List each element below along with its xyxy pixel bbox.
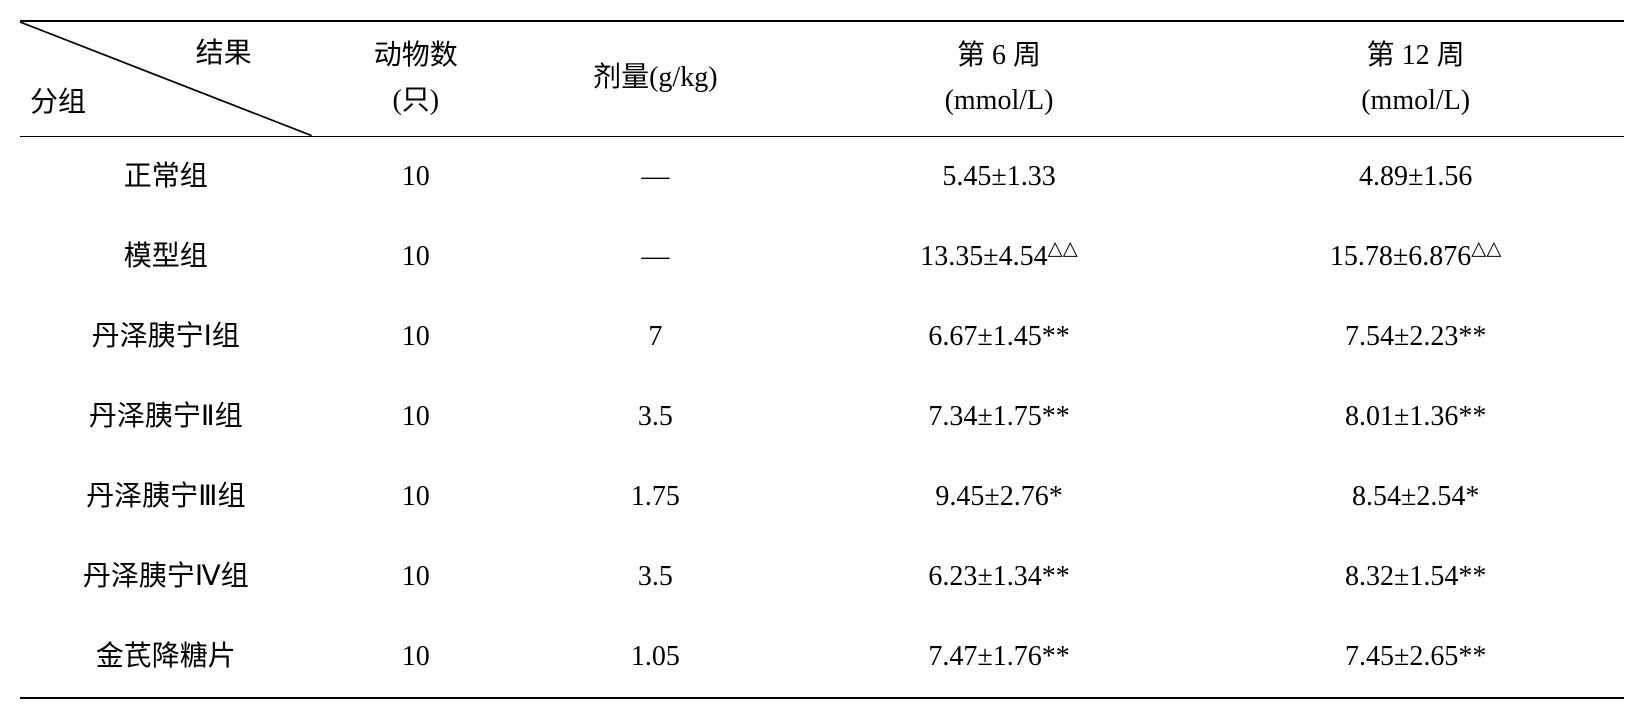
week6-superscript: △△ <box>1048 238 1078 259</box>
cell-week12: 8.32±1.54** <box>1207 537 1624 617</box>
cell-dose: 3.5 <box>520 537 791 617</box>
cell-animals: 10 <box>312 537 520 617</box>
cell-dose: — <box>520 136 791 217</box>
cell-week6: 9.45±2.76* <box>791 457 1208 537</box>
data-table: 结果 分组 动物数 (只) 剂量(g/kg) 第 6 周 (mmol/L) 第 … <box>20 20 1624 699</box>
week6-value: 9.45±2.76* <box>935 481 1062 512</box>
cell-animals: 10 <box>312 136 520 217</box>
cell-week12: 7.54±2.23** <box>1207 297 1624 377</box>
cell-week6: 13.35±4.54△△ <box>791 217 1208 297</box>
cell-group: 金芪降糖片 <box>20 617 312 698</box>
header-group-label: 分组 <box>30 81 86 126</box>
cell-group: 丹泽胰宁Ⅳ组 <box>20 537 312 617</box>
cell-group: 正常组 <box>20 136 312 217</box>
header-week6-line2: (mmol/L) <box>945 85 1054 116</box>
week6-value: 5.45±1.33 <box>942 161 1055 192</box>
week6-value: 13.35±4.54 <box>920 241 1047 272</box>
cell-group: 丹泽胰宁Ⅲ组 <box>20 457 312 537</box>
cell-dose: — <box>520 217 791 297</box>
cell-animals: 10 <box>312 617 520 698</box>
week12-value: 8.01±1.36** <box>1345 401 1486 432</box>
week12-value: 7.54±2.23** <box>1345 321 1486 352</box>
cell-animals: 10 <box>312 377 520 457</box>
header-week12: 第 12 周 (mmol/L) <box>1207 21 1624 136</box>
table-row: 模型组10—13.35±4.54△△15.78±6.876△△ <box>20 217 1624 297</box>
week12-value: 8.54±2.54* <box>1352 481 1479 512</box>
cell-week12: 4.89±1.56 <box>1207 136 1624 217</box>
week6-value: 7.47±1.76** <box>928 641 1069 672</box>
cell-week6: 7.47±1.76** <box>791 617 1208 698</box>
table-row: 正常组10— 5.45±1.33 4.89±1.56 <box>20 136 1624 217</box>
cell-group: 丹泽胰宁Ⅰ组 <box>20 297 312 377</box>
header-row: 结果 分组 动物数 (只) 剂量(g/kg) 第 6 周 (mmol/L) 第 … <box>20 21 1624 136</box>
cell-animals: 10 <box>312 457 520 537</box>
cell-week6: 7.34±1.75** <box>791 377 1208 457</box>
header-result-label: 结果 <box>196 32 252 77</box>
header-dose: 剂量(g/kg) <box>520 21 791 136</box>
cell-week6: 5.45±1.33 <box>791 136 1208 217</box>
cell-week12: 7.45±2.65** <box>1207 617 1624 698</box>
cell-dose: 3.5 <box>520 377 791 457</box>
cell-group: 丹泽胰宁Ⅱ组 <box>20 377 312 457</box>
week6-value: 6.67±1.45** <box>928 321 1069 352</box>
cell-week6: 6.23±1.34** <box>791 537 1208 617</box>
week6-value: 7.34±1.75** <box>928 401 1069 432</box>
cell-dose: 1.05 <box>520 617 791 698</box>
cell-dose: 1.75 <box>520 457 791 537</box>
header-week12-line2: (mmol/L) <box>1361 85 1470 116</box>
cell-animals: 10 <box>312 297 520 377</box>
header-week12-line1: 第 12 周 <box>1367 40 1465 71</box>
header-animals-line1: 动物数 <box>374 40 458 71</box>
cell-week12: 8.54±2.54* <box>1207 457 1624 537</box>
table-body: 正常组10—5.45±1.334.89±1.56模型组10—13.35±4.54… <box>20 136 1624 698</box>
week12-superscript: △△ <box>1471 238 1501 259</box>
header-week6: 第 6 周 (mmol/L) <box>791 21 1208 136</box>
week12-value: 15.78±6.876 <box>1330 241 1471 272</box>
cell-week12: 15.78±6.876△△ <box>1207 217 1624 297</box>
week12-value: 4.89±1.56 <box>1359 161 1472 192</box>
table-row: 丹泽胰宁Ⅳ组103.5 6.23±1.34** 8.32±1.54** <box>20 537 1624 617</box>
table-container: 结果 分组 动物数 (只) 剂量(g/kg) 第 6 周 (mmol/L) 第 … <box>20 20 1624 699</box>
cell-animals: 10 <box>312 217 520 297</box>
cell-dose: 7 <box>520 297 791 377</box>
cell-group: 模型组 <box>20 217 312 297</box>
table-row: 丹泽胰宁Ⅲ组101.75 9.45±2.76* 8.54±2.54* <box>20 457 1624 537</box>
header-animals-line2: (只) <box>392 85 439 116</box>
week6-value: 6.23±1.34** <box>928 561 1069 592</box>
table-row: 丹泽胰宁Ⅰ组107 6.67±1.45** 7.54±2.23** <box>20 297 1624 377</box>
diagonal-header-cell: 结果 分组 <box>20 21 312 136</box>
week12-value: 7.45±2.65** <box>1345 641 1486 672</box>
header-animals: 动物数 (只) <box>312 21 520 136</box>
table-row: 金芪降糖片101.05 7.47±1.76** 7.45±2.65** <box>20 617 1624 698</box>
cell-week6: 6.67±1.45** <box>791 297 1208 377</box>
cell-week12: 8.01±1.36** <box>1207 377 1624 457</box>
table-row: 丹泽胰宁Ⅱ组103.5 7.34±1.75** 8.01±1.36** <box>20 377 1624 457</box>
week12-value: 8.32±1.54** <box>1345 561 1486 592</box>
header-week6-line1: 第 6 周 <box>957 40 1041 71</box>
